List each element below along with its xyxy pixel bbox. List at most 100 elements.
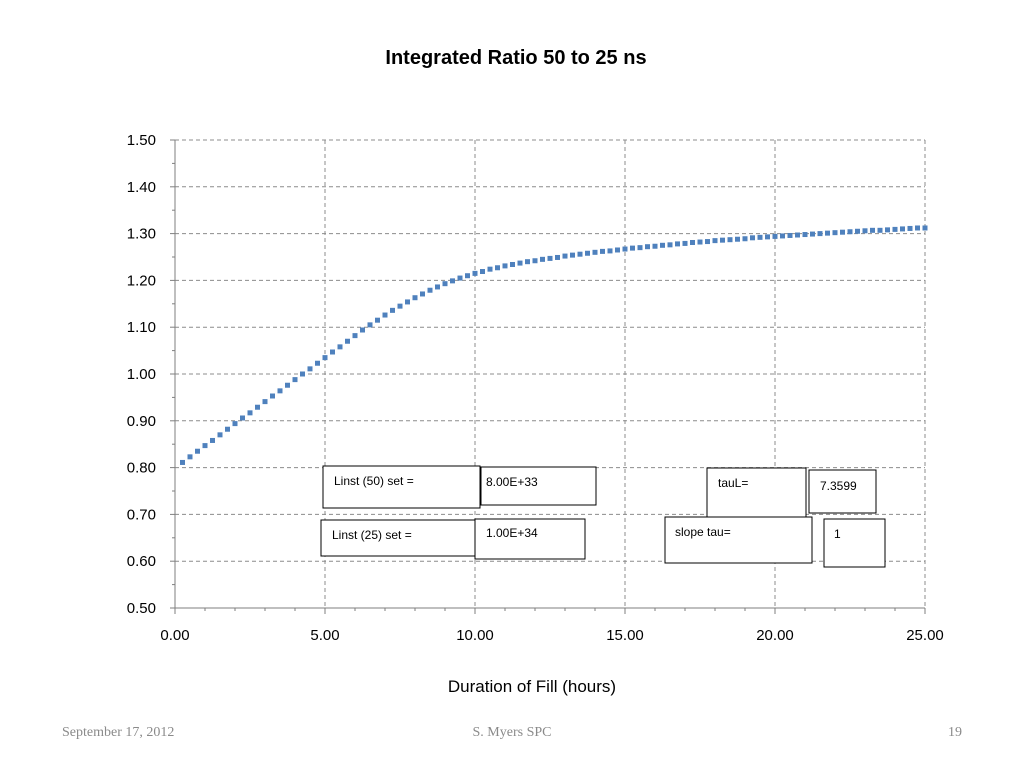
data-point [652, 243, 658, 249]
data-point [345, 338, 350, 344]
data-point [472, 270, 478, 276]
data-point [660, 242, 665, 248]
taul-label: tauL= [718, 476, 748, 490]
taul-label-box: tauL= [706, 467, 807, 520]
data-point [195, 448, 200, 454]
footer-date: September 17, 2012 [62, 725, 175, 740]
slope-value: 1 [834, 527, 841, 541]
linst25-label-box: Linst (25) set = [320, 519, 477, 557]
data-point [502, 263, 508, 269]
data-point [690, 239, 695, 245]
data-point [622, 246, 628, 252]
data-point [675, 241, 680, 247]
data-point [352, 333, 358, 339]
data-point [840, 229, 845, 235]
data-point [682, 240, 688, 246]
slope-label-box: slope tau= [664, 516, 813, 564]
data-point [420, 291, 425, 297]
data-point [495, 265, 500, 271]
x-tick-label: 0.00 [160, 627, 189, 644]
linst50-label: Linst (50) set = [334, 474, 414, 488]
data-point [412, 295, 418, 301]
x-tick-label: 5.00 [310, 627, 339, 644]
x-tick-label: 10.00 [456, 627, 494, 644]
y-tick-label: 0.90 [127, 413, 156, 430]
data-point [697, 239, 703, 245]
data-point [855, 228, 860, 234]
y-tick-label: 1.00 [127, 366, 156, 383]
y-tick-label: 1.50 [127, 132, 156, 149]
data-point [772, 233, 778, 239]
data-point [795, 232, 800, 238]
data-point [375, 317, 380, 323]
data-point [922, 225, 928, 231]
data-point [367, 322, 373, 328]
x-tick-label: 15.00 [606, 627, 644, 644]
data-point [817, 231, 823, 237]
data-point [427, 287, 433, 293]
data-point [630, 245, 635, 251]
data-point [232, 421, 238, 427]
data-point [570, 252, 575, 258]
data-point [720, 237, 725, 243]
linst50-label-box: Linst (50) set = [322, 465, 481, 509]
data-point [870, 227, 875, 233]
data-point [667, 242, 673, 248]
taul-value: 7.3599 [820, 479, 857, 493]
data-point [577, 251, 583, 257]
data-point [585, 250, 590, 256]
data-point [210, 437, 215, 443]
data-point [202, 443, 208, 449]
data-point [382, 312, 388, 318]
taul-value-box: 7.3599 [808, 469, 877, 514]
data-point [825, 230, 830, 236]
data-point [262, 399, 268, 405]
data-point [810, 231, 815, 237]
data-point [592, 249, 598, 255]
data-point [547, 255, 553, 261]
y-tick-label: 1.20 [127, 272, 156, 289]
data-point [435, 284, 440, 290]
data-point [450, 278, 455, 284]
data-point [517, 260, 523, 266]
data-point [307, 366, 313, 372]
data-point [360, 327, 365, 333]
data-point [390, 307, 395, 313]
y-tick-label: 0.80 [127, 460, 156, 477]
data-point [750, 235, 755, 241]
tick-labels: 0.50 0.60 0.70 0.80 0.90 1.00 1.10 1.20 1.30 1.40… [127, 132, 944, 644]
x-tick-label: 25.00 [906, 627, 944, 644]
data-point [705, 239, 710, 245]
data-point [555, 254, 560, 260]
data-point [712, 238, 718, 244]
data-point [600, 248, 605, 254]
data-point [277, 388, 283, 394]
axes [170, 139, 926, 614]
data-point [247, 410, 253, 416]
data-point [315, 360, 320, 366]
data-point [900, 226, 905, 232]
data-point [187, 454, 193, 460]
chart-title: Integrated Ratio 50 to 25 ns [385, 47, 646, 69]
linst25-value-box: 1.00E+34 [474, 518, 586, 560]
data-point [615, 247, 620, 253]
footer-author: S. Myers SPC [472, 725, 552, 740]
data-point [885, 227, 890, 233]
data-point [892, 226, 898, 232]
data-point [487, 266, 493, 272]
data-point [180, 459, 185, 465]
data-point [780, 233, 785, 239]
data-point [847, 229, 853, 235]
data-point [225, 426, 230, 432]
data-point [915, 225, 920, 231]
data-point [217, 432, 223, 438]
data-point [322, 355, 328, 361]
data-point [877, 227, 883, 233]
data-point [907, 225, 913, 231]
data-point [480, 269, 485, 275]
x-axis-title: Duration of Fill (hours) [448, 677, 616, 696]
slope-value-box: 1 [823, 518, 886, 568]
data-point [270, 393, 275, 399]
data-point [645, 244, 650, 250]
